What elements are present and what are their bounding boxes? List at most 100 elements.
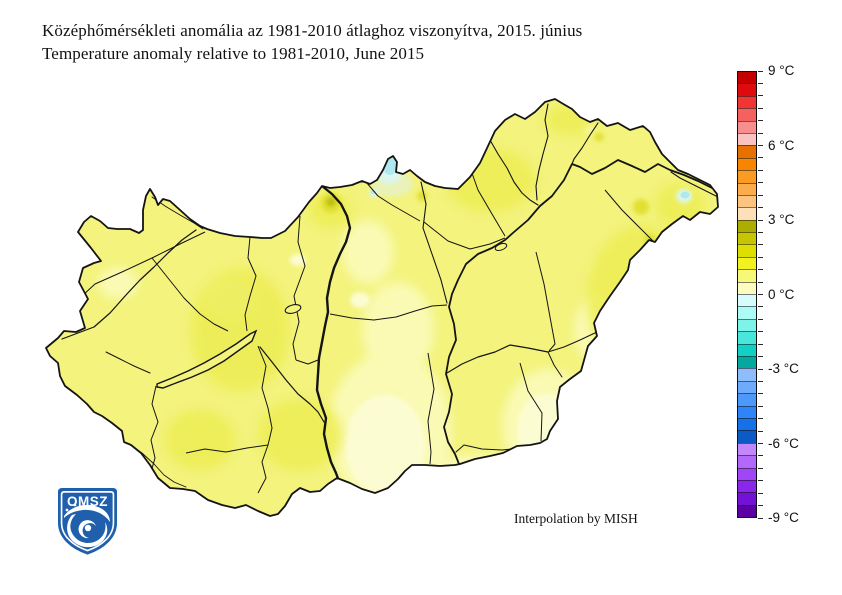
colorbar-segment: [738, 182, 756, 195]
colorbar-tick: [758, 492, 763, 494]
colorbar-tick: [758, 343, 763, 345]
colorbar-segment: [738, 355, 756, 369]
colorbar-segment: [738, 145, 756, 158]
colorbar-segment: [738, 343, 756, 356]
colorbar-segment: [738, 157, 756, 171]
title-english: Temperature anomaly relative to 1981-201…: [42, 44, 425, 63]
colorbar-tick: [758, 107, 763, 109]
lakes: [156, 243, 508, 389]
colorbar-tick: [758, 132, 763, 134]
rivers: [61, 103, 717, 494]
colorbar-tick-label: 0 °C: [768, 286, 795, 302]
colorbar: 9 °C 6 °C 3 °C 0 °C -3 °C -6 °C -9 °C: [737, 63, 837, 525]
colorbar-tick: [758, 467, 763, 469]
colorbar-segment: [738, 380, 756, 394]
colorbar-segment: [738, 281, 756, 295]
colorbar-tick: [758, 244, 763, 246]
colorbar-tick-label: -9 °C: [768, 510, 799, 525]
colorbar-segment: [738, 455, 756, 468]
colorbar-tick: [758, 443, 763, 444]
colorbar-segment: [738, 95, 756, 109]
colorbar-segment: [738, 207, 756, 220]
colorbar-tick: [758, 231, 763, 233]
colorbar-segment: [738, 430, 756, 443]
lake-tisza: [494, 243, 508, 251]
colorbar-segment: [738, 170, 756, 183]
river-bodrog: [571, 122, 599, 165]
river-sajo: [489, 139, 539, 206]
colorbar-segment: [738, 219, 756, 233]
colorbar-segment: [738, 194, 756, 208]
colorbar-tick: [758, 269, 763, 271]
omsz-wave-icon: [64, 503, 110, 548]
river-szamos: [670, 171, 717, 197]
colorbar-segment: [738, 479, 756, 493]
colorbar-tick: [758, 70, 763, 72]
colorbar-segment: [738, 306, 756, 319]
omsz-logo-text: OMSZ: [67, 494, 108, 509]
colorbar-segment: [738, 467, 756, 480]
colorbar-segment: [738, 492, 756, 505]
colorbar-tick: [758, 331, 763, 333]
colorbar-segment: [738, 108, 756, 121]
river-danube: [315, 184, 352, 494]
colorbar-tick-label: -6 °C: [768, 435, 799, 451]
colorbar-segment: [738, 83, 756, 96]
lake-balaton: [156, 329, 258, 389]
river-koros: [446, 344, 549, 374]
colorbar-gradient: [737, 71, 757, 518]
colorbar-segment: [738, 393, 756, 406]
colorbar-segment: [738, 417, 756, 431]
river-raba: [61, 229, 197, 340]
colorbar-tick-label: 9 °C: [768, 63, 795, 78]
river-sebes-koros: [547, 331, 598, 353]
colorbar-tick: [758, 505, 763, 507]
colorbar-tick: [758, 306, 763, 308]
river-tisza: [443, 159, 713, 465]
colorbar-tick: [758, 455, 763, 457]
colorbar-tick: [758, 405, 763, 407]
colorbar-segment: [738, 72, 756, 84]
colorbar-tick: [758, 207, 763, 209]
river-hernad: [535, 103, 549, 201]
colorbar-tick-label: 6 °C: [768, 137, 795, 153]
colorbar-tick: [758, 318, 763, 320]
colorbar-segment: [738, 331, 756, 344]
lake-velence: [284, 304, 302, 314]
colorbar-segment: [738, 405, 756, 418]
anomaly-patches-cool: [369, 157, 692, 203]
colorbar-tick: [758, 157, 763, 159]
colorbar-segment: [738, 442, 756, 456]
colorbar-tick: [758, 294, 763, 295]
colorbar-segment: [738, 244, 756, 257]
anomaly-spot-darkest: [326, 197, 336, 207]
colorbar-tick: [758, 169, 763, 171]
colorbar-tick: [758, 145, 763, 146]
colorbar-tick: [758, 356, 763, 358]
omsz-logo: OMSZ: [58, 488, 117, 555]
colorbar-tick: [758, 95, 763, 97]
colorbar-tick: [758, 380, 763, 382]
river-zala: [105, 351, 151, 374]
colorbar-tick: [758, 430, 763, 432]
colorbar-tick: [758, 517, 763, 519]
colorbar-tick: [758, 393, 763, 395]
colorbar-tick: [758, 120, 763, 122]
colorbar-tick-label: 3 °C: [768, 212, 795, 227]
colorbar-segment: [738, 132, 756, 146]
colorbar-segment: [738, 504, 756, 518]
title-hungarian: Középhőmérsékleti anomália az 1981-2010 …: [42, 21, 583, 40]
colorbar-segment: [738, 294, 756, 307]
colorbar-segment: [738, 318, 756, 332]
colorbar-segment: [738, 269, 756, 282]
colorbar-tick: [758, 219, 763, 221]
colorbar-tick: [758, 256, 763, 258]
attribution-text: Interpolation by MISH: [514, 511, 638, 526]
omsz-logo-inner-border: [60, 491, 115, 552]
colorbar-segment: [738, 368, 756, 381]
river-sio: [259, 346, 325, 423]
colorbar-segment: [738, 232, 756, 245]
colorbar-tick: [758, 480, 763, 482]
